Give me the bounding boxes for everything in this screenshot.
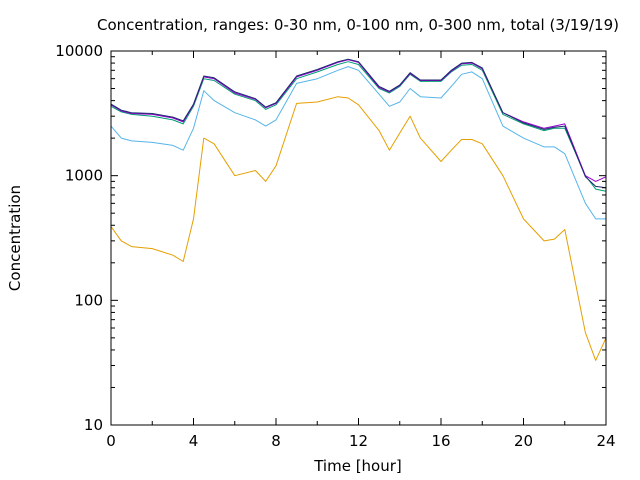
y-tick-label: 10 xyxy=(84,416,103,434)
x-tick-label: 20 xyxy=(514,432,533,450)
x-tick-label: 24 xyxy=(596,432,615,450)
x-tick-label: 4 xyxy=(189,432,199,450)
series-group xyxy=(110,58,607,361)
series-line-2 xyxy=(110,66,606,220)
chart-title: Concentration, ranges: 0-30 nm, 0-100 nm… xyxy=(97,16,619,34)
x-tick-label: 16 xyxy=(431,432,450,450)
tick-group: 0 4 8 12 16 20 24 10 100 1000 10000 xyxy=(55,42,615,450)
x-tick-label: 12 xyxy=(349,432,368,450)
x-tick-label: 8 xyxy=(271,432,281,450)
y-tick-label: 100 xyxy=(74,291,103,309)
plot-frame xyxy=(110,50,607,426)
x-tick-label: 0 xyxy=(106,432,116,450)
x-axis-label: Time [hour] xyxy=(313,457,402,475)
y-tick-label: 10000 xyxy=(55,42,103,60)
series-line-3 xyxy=(110,61,607,192)
y-axis-label: Concentration xyxy=(6,185,24,291)
series-line-1 xyxy=(110,96,607,361)
y-tick-label: 1000 xyxy=(65,167,103,185)
series-line-5 xyxy=(110,58,607,189)
